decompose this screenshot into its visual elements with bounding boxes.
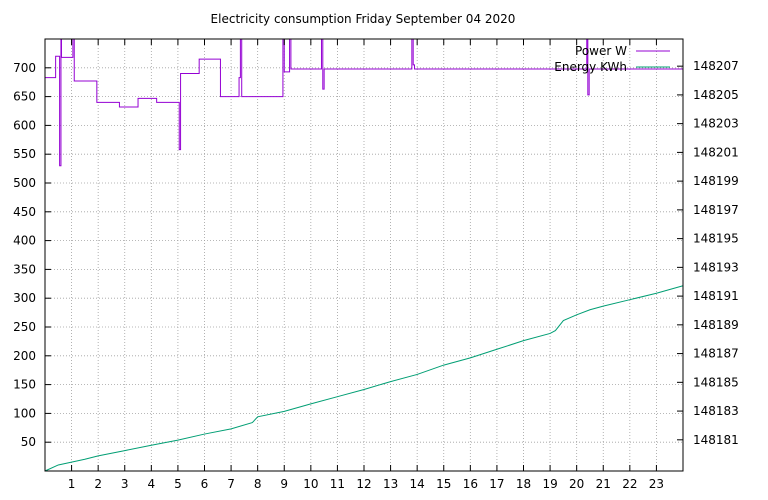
y2-tick-label: 148203 (693, 117, 739, 131)
x-tick-label: 22 (622, 477, 637, 491)
y2-tick-label: 148187 (693, 347, 739, 361)
x-tick-label: 9 (280, 477, 288, 491)
x-tick-label: 19 (542, 477, 557, 491)
y-tick-label: 350 (13, 262, 36, 276)
y-tick-label: 550 (13, 147, 36, 161)
y2-tick-label: 148201 (693, 145, 739, 159)
y2-tick-label: 148205 (693, 88, 739, 102)
x-tick-label: 7 (227, 477, 235, 491)
ticks: 1 2 3 4 5 6 7 8 9 10 11 12 13 14 15 16 17 18 19 20 21 22 23501… (13, 39, 739, 491)
y-tick-label: 150 (13, 378, 36, 392)
y2-tick-label: 148193 (693, 260, 739, 274)
x-tick-label: 14 (410, 477, 425, 491)
x-tick-label: 21 (596, 477, 611, 491)
x-tick-label: 2 (94, 477, 102, 491)
x-tick-label: 12 (356, 477, 371, 491)
legend-label: Energy KWh (554, 60, 627, 74)
y-tick-label: 450 (13, 205, 36, 219)
x-tick-label: 10 (303, 477, 318, 491)
y2-tick-label: 148195 (693, 232, 739, 246)
y2-tick-label: 148191 (693, 289, 739, 303)
x-tick-label: 3 (121, 477, 129, 491)
chart-title: Electricity consumption Friday September… (211, 12, 516, 26)
y-tick-label: 600 (13, 118, 36, 132)
y-tick-label: 200 (13, 349, 36, 363)
y2-tick-label: 148199 (693, 174, 739, 188)
y-tick-label: 400 (13, 234, 36, 248)
y2-tick-label: 148207 (693, 59, 739, 73)
legend: Power W Energy KWh (554, 44, 670, 74)
legend-label: Power W (575, 44, 627, 58)
x-tick-label: 13 (383, 477, 398, 491)
y-tick-label: 300 (13, 291, 36, 305)
x-tick-label: 5 (174, 477, 182, 491)
y2-tick-label: 148189 (693, 318, 739, 332)
x-tick-label: 18 (516, 477, 531, 491)
x-tick-label: 20 (569, 477, 584, 491)
x-tick-label: 8 (254, 477, 262, 491)
y-tick-label: 700 (13, 61, 36, 75)
series-line-energy-kwh (44, 285, 684, 472)
x-tick-label: 11 (330, 477, 345, 491)
x-tick-label: 16 (463, 477, 478, 491)
y2-tick-label: 148197 (693, 203, 739, 217)
grid (45, 39, 683, 471)
y-tick-label: 250 (13, 320, 36, 334)
x-tick-label: 15 (436, 477, 451, 491)
x-tick-label: 23 (649, 477, 664, 491)
y2-tick-label: 148183 (693, 404, 739, 418)
x-tick-label: 17 (489, 477, 504, 491)
y2-tick-label: 148185 (693, 375, 739, 389)
y-tick-label: 650 (13, 90, 36, 104)
x-tick-label: 6 (201, 477, 209, 491)
y-tick-label: 100 (13, 406, 36, 420)
y2-tick-label: 148181 (693, 433, 739, 447)
x-tick-label: 1 (68, 477, 76, 491)
x-tick-label: 4 (148, 477, 156, 491)
y-tick-label: 500 (13, 176, 36, 190)
y-tick-label: 50 (21, 435, 36, 449)
